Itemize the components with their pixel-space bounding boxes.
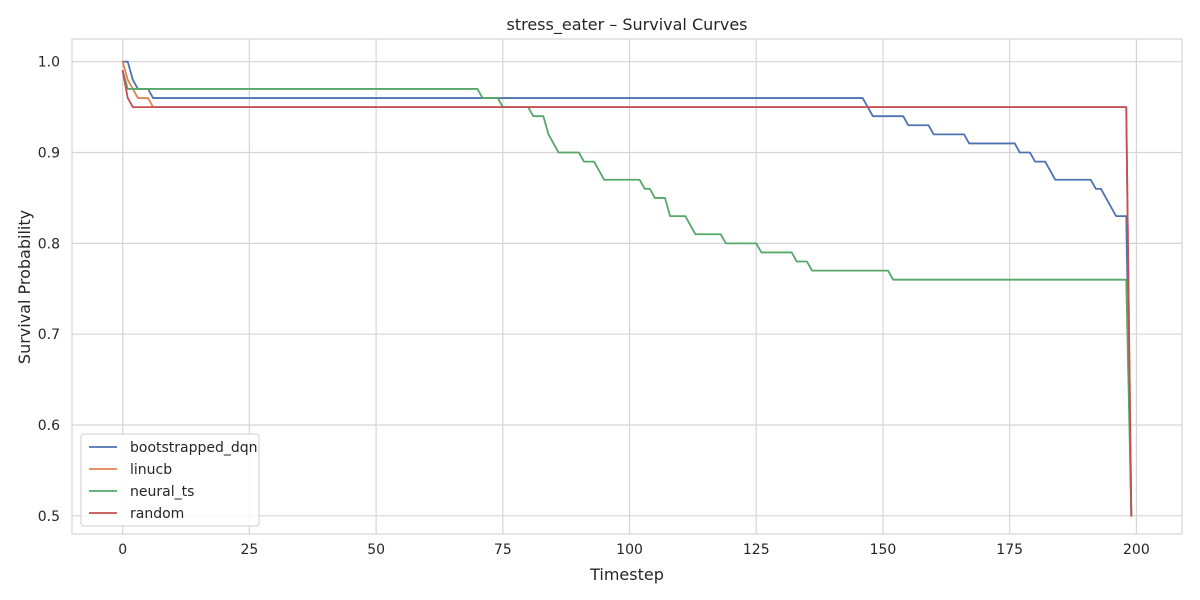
x-tick-label: 50 [367,542,385,558]
x-tick-label: 0 [118,542,127,558]
legend-label: random [130,506,184,522]
x-tick-label: 25 [240,542,258,558]
x-tick-labels: 0 25 50 75 100 125 150 175 200 [118,542,1150,558]
series-line-neural-ts [121,69,1133,517]
legend-label: bootstrapped_dqn [130,440,258,456]
x-tick-label: 175 [996,542,1023,558]
legend-label: neural_ts [130,484,194,500]
y-tick-label: 1.0 [38,55,60,71]
y-tick-label: 0.6 [38,418,60,434]
y-tick-label: 0.5 [38,509,60,525]
x-tick-label: 75 [494,542,512,558]
x-tick-label: 125 [743,542,770,558]
y-tick-label: 0.9 [38,146,60,162]
x-tick-label: 150 [870,542,897,558]
x-gridlines [122,39,1137,534]
legend-label: linucb [130,462,172,478]
x-tick-label: 100 [616,542,643,558]
series-lines [121,60,1133,517]
y-tick-label: 0.8 [38,236,60,252]
x-axis-label: Timestep [589,565,664,584]
series-line-bootstrapped-dqn [121,60,1133,517]
y-tick-labels: 0.5 0.6 0.7 0.8 0.9 1.0 [38,55,60,525]
plot-area-frame [71,38,1183,535]
y-tick-label: 0.7 [38,327,60,343]
x-tick-label: 200 [1123,542,1150,558]
y-gridlines [72,61,1182,517]
chart-title: stress_eater – Survival Curves [507,15,748,35]
y-axis-label: Survival Probability [15,210,34,364]
legend-box [80,433,260,527]
series-line-random [121,69,1133,517]
